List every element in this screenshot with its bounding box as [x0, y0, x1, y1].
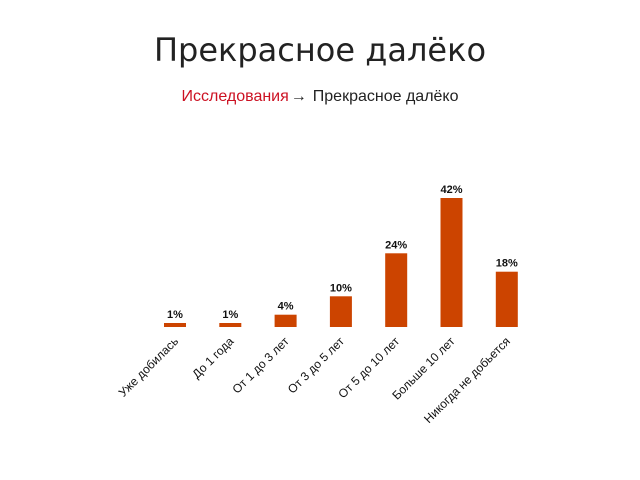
data-label-7: 18%: [496, 258, 518, 270]
breadcrumb-arrow-icon: →: [290, 88, 307, 105]
data-label-2: 1%: [222, 309, 238, 321]
bar-7: [495, 271, 518, 327]
bar-4: [329, 296, 352, 327]
bar-5: [385, 253, 408, 327]
bar-3: [274, 314, 297, 327]
x-tick-label-4: От 3 до 5 лет: [285, 334, 348, 397]
breadcrumb-link-research[interactable]: Исследования: [181, 88, 289, 105]
bar-2: [219, 323, 242, 327]
bar-1: [164, 323, 186, 327]
data-label-6: 42%: [440, 184, 462, 196]
x-tick-label-1: Уже добилась: [116, 334, 181, 399]
breadcrumb-current: Прекрасное далёко: [312, 88, 459, 105]
data-label-3: 4%: [278, 301, 294, 313]
bar-6: [440, 198, 463, 327]
breadcrumb: Исследования → Прекрасное далёко: [0, 86, 640, 108]
page-title: Прекрасное далёко: [153, 31, 487, 69]
data-label-1: 1%: [167, 309, 183, 321]
x-tick-label-2: До 1 года: [189, 334, 236, 381]
data-label-5: 24%: [385, 239, 407, 251]
data-label-4: 10%: [330, 282, 352, 294]
x-tick-label-3: От 1 до 3 лет: [230, 334, 293, 397]
